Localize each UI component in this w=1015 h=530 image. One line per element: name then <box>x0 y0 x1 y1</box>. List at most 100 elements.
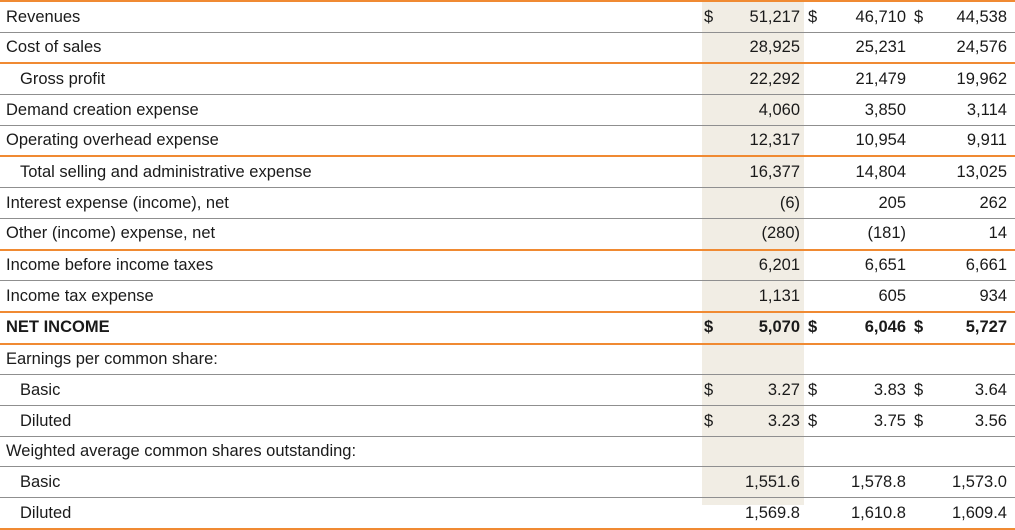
row-label: Demand creation expense <box>0 94 700 126</box>
row-label: NET INCOME <box>0 311 700 345</box>
table-row: Cost of sales 28,925 25,231 24,576 <box>0 32 1015 65</box>
currency-symbol <box>910 280 940 313</box>
row-label: Operating overhead expense <box>0 125 700 158</box>
currency-symbol: $ <box>804 0 834 33</box>
currency-symbol <box>910 156 940 189</box>
table-row: Total selling and administrative expense… <box>0 156 1015 189</box>
amount-cell: 605 <box>834 280 910 313</box>
table-row: NET INCOME $5,070 $6,046 $5,727 <box>0 311 1015 345</box>
amount-cell: 4,060 <box>730 94 804 126</box>
currency-symbol <box>700 497 730 530</box>
table-row: Revenues $51,217 $46,710 $44,538 <box>0 0 1015 33</box>
currency-symbol: $ <box>910 0 940 33</box>
currency-symbol: $ <box>804 405 834 437</box>
currency-symbol <box>700 156 730 189</box>
currency-symbol: $ <box>700 311 730 345</box>
row-label: Income before income taxes <box>0 249 700 282</box>
row-label: Basic <box>0 466 700 498</box>
row-label: Other (income) expense, net <box>0 218 700 251</box>
currency-symbol <box>910 63 940 96</box>
amount-cell: 12,317 <box>730 125 804 158</box>
amount-cell <box>940 343 1015 376</box>
row-label: Total selling and administrative expense <box>0 156 700 189</box>
amount-cell: 3.27 <box>730 374 804 406</box>
amount-cell: 1,610.8 <box>834 497 910 530</box>
currency-symbol <box>700 343 730 376</box>
amount-cell: 6,201 <box>730 249 804 282</box>
amount-cell: 44,538 <box>940 0 1015 33</box>
amount-cell: 21,479 <box>834 63 910 96</box>
amount-cell: 10,954 <box>834 125 910 158</box>
table-row: Income before income taxes 6,201 6,651 6,66… <box>0 249 1015 282</box>
currency-symbol <box>700 249 730 282</box>
table-row: Weighted average common shares outstandi… <box>0 436 1015 468</box>
amount-cell: 51,217 <box>730 0 804 33</box>
amount-cell: 5,727 <box>940 311 1015 345</box>
amount-cell: 1,578.8 <box>834 466 910 498</box>
amount-cell: 934 <box>940 280 1015 313</box>
table-row: Diluted $3.23 $3.75 $3.56 <box>0 405 1015 437</box>
amount-cell <box>940 436 1015 468</box>
amount-cell: 3.56 <box>940 405 1015 437</box>
row-label: Gross profit <box>0 63 700 96</box>
amount-cell: 5,070 <box>730 311 804 345</box>
currency-symbol <box>910 343 940 376</box>
amount-cell: (280) <box>730 218 804 251</box>
amount-cell: 13,025 <box>940 156 1015 189</box>
currency-symbol <box>804 280 834 313</box>
amount-cell: 14,804 <box>834 156 910 189</box>
currency-symbol <box>804 63 834 96</box>
amount-cell: 205 <box>834 187 910 219</box>
amount-cell: 14 <box>940 218 1015 251</box>
currency-symbol: $ <box>700 405 730 437</box>
currency-symbol <box>700 466 730 498</box>
amount-cell: 1,573.0 <box>940 466 1015 498</box>
amount-cell: 1,131 <box>730 280 804 313</box>
row-label: Diluted <box>0 497 700 530</box>
currency-symbol <box>910 249 940 282</box>
table-row: Diluted 1,569.8 1,610.8 1,609.4 <box>0 497 1015 530</box>
table-row: Operating overhead expense 12,317 10,954 9,… <box>0 125 1015 158</box>
currency-symbol <box>910 32 940 65</box>
row-label: Cost of sales <box>0 32 700 65</box>
amount-cell: (181) <box>834 218 910 251</box>
amount-cell: 24,576 <box>940 32 1015 65</box>
amount-cell: 16,377 <box>730 156 804 189</box>
currency-symbol <box>804 94 834 126</box>
row-label: Interest expense (income), net <box>0 187 700 219</box>
currency-symbol <box>700 125 730 158</box>
amount-cell: 6,651 <box>834 249 910 282</box>
amount-cell: 6,661 <box>940 249 1015 282</box>
table-row: Earnings per common share: <box>0 343 1015 376</box>
currency-symbol <box>804 343 834 376</box>
table-row: Basic 1,551.6 1,578.8 1,573.0 <box>0 466 1015 498</box>
table-row: Basic $3.27 $3.83 $3.64 <box>0 374 1015 406</box>
row-label: Diluted <box>0 405 700 437</box>
currency-symbol <box>804 32 834 65</box>
table-row: Demand creation expense 4,060 3,850 3,114 <box>0 94 1015 126</box>
amount-cell: 3.23 <box>730 405 804 437</box>
amount-cell: 1,609.4 <box>940 497 1015 530</box>
row-label: Weighted average common shares outstandi… <box>0 436 700 468</box>
currency-symbol <box>700 280 730 313</box>
amount-cell: 3,114 <box>940 94 1015 126</box>
table-row: Income tax expense 1,131 605 934 <box>0 280 1015 313</box>
currency-symbol <box>700 436 730 468</box>
currency-symbol: $ <box>910 405 940 437</box>
currency-symbol <box>700 63 730 96</box>
currency-symbol <box>910 436 940 468</box>
amount-cell: 1,551.6 <box>730 466 804 498</box>
currency-symbol <box>804 156 834 189</box>
currency-symbol <box>804 249 834 282</box>
currency-symbol <box>804 125 834 158</box>
currency-symbol <box>804 187 834 219</box>
currency-symbol <box>700 218 730 251</box>
currency-symbol <box>804 218 834 251</box>
currency-symbol <box>804 466 834 498</box>
amount-cell: 262 <box>940 187 1015 219</box>
amount-cell: 3.64 <box>940 374 1015 406</box>
amount-cell <box>730 343 804 376</box>
